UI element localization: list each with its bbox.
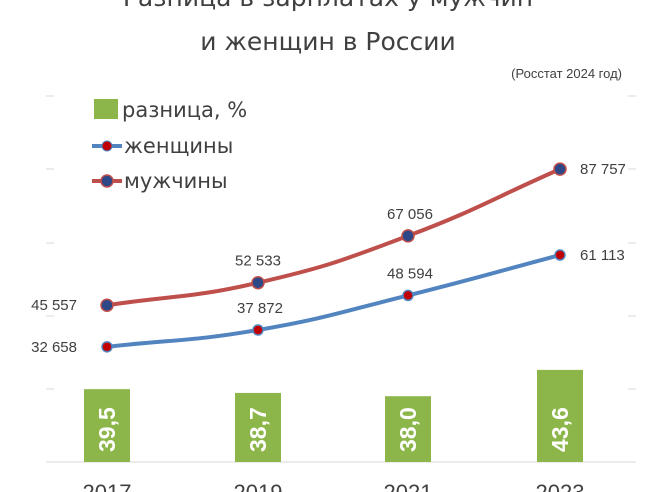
bar-series: 39,5 38,7 38,0 43,6 <box>84 369 583 462</box>
men-point-2017 <box>100 298 114 312</box>
x-tick-2019: 2019 <box>234 480 283 492</box>
value-labels: 32 658 37 872 48 594 61 113 45 557 52 533 67 0… <box>31 161 626 356</box>
women-label-2023: 61 113 <box>580 247 625 264</box>
women-point-2021 <box>402 289 414 302</box>
women-label-2019: 37 872 <box>237 300 283 317</box>
men-point-2023 <box>553 162 567 176</box>
x-tick-2017: 2017 <box>83 480 132 492</box>
bar-label-2021: 38,0 <box>395 407 421 452</box>
source-note: (Росстат 2024 год) <box>511 66 622 81</box>
legend-label-men: мужчины <box>124 169 228 193</box>
x-tick-2021: 2021 <box>384 480 433 492</box>
bar-2023 <box>537 369 583 462</box>
men-point-2019 <box>251 275 265 290</box>
legend: разница, % женщины мужчины <box>92 98 247 193</box>
bar-2021 <box>385 396 431 462</box>
men-point-2021 <box>401 229 415 243</box>
legend-label-women: женщины <box>124 134 233 158</box>
women-label-2021: 48 594 <box>387 265 433 282</box>
bar-label-2017: 39,5 <box>94 407 120 452</box>
x-tick-2023: 2023 <box>536 480 585 492</box>
bar-label-2019: 38,7 <box>245 407 271 452</box>
chart-title-line-2: и женщин в России <box>200 27 456 56</box>
bar-2017 <box>84 389 130 462</box>
legend-swatch-women-marker <box>101 140 113 152</box>
bar-label-2023: 43,6 <box>547 407 573 452</box>
legend-label-bars: разница, % <box>122 98 247 122</box>
women-point-2023 <box>554 249 566 261</box>
women-point-2019 <box>252 324 264 336</box>
men-label-2023: 87 757 <box>580 161 626 178</box>
men-label-2017: 45 557 <box>31 297 77 314</box>
men-line <box>105 167 562 308</box>
line-series <box>100 162 567 353</box>
legend-swatch-men-marker <box>100 174 114 188</box>
bar-2019 <box>235 392 281 462</box>
women-label-2017: 32 658 <box>31 339 77 356</box>
men-label-2021: 67 056 <box>387 206 433 223</box>
legend-swatch-bars <box>94 99 118 119</box>
women-point-2017 <box>101 341 113 353</box>
x-axis-ticks: 2017 2019 2021 2023 <box>83 480 585 492</box>
men-label-2019: 52 533 <box>235 253 281 270</box>
chart-title-line-1: Разница в зарплатах у мужчин <box>123 0 533 12</box>
women-line <box>105 253 562 349</box>
